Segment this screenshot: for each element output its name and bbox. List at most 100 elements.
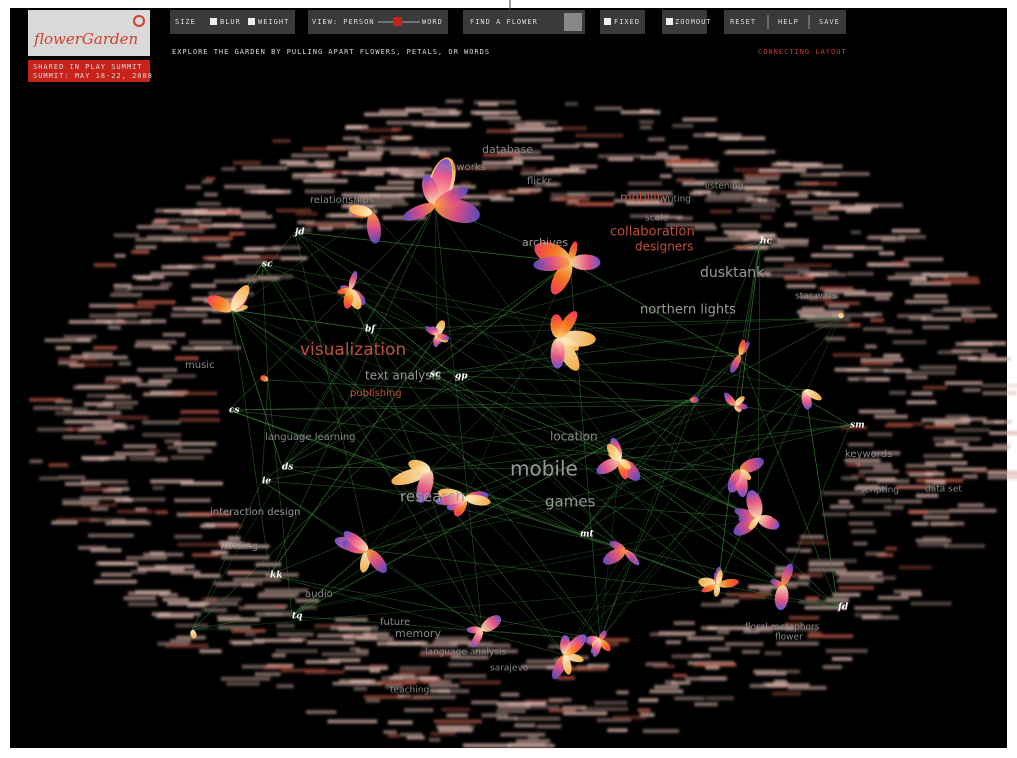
cloud-word [115,405,133,409]
word[interactable]: audio [305,589,333,600]
cloud-word [175,624,208,628]
word[interactable]: games [545,493,596,511]
cloud-word [672,124,693,128]
cloud-word [59,476,86,480]
cloud-word [448,663,472,667]
cloud-word [963,318,975,322]
word[interactable]: language learning [265,432,356,443]
cloud-word [460,680,500,684]
word[interactable]: data set [925,485,962,495]
word[interactable]: mobile [510,457,578,481]
cloud-word [544,168,580,172]
word[interactable]: dusktank [700,265,765,281]
cloud-word [94,580,137,584]
checkbox[interactable] [210,18,217,25]
cloud-word [346,125,368,129]
cloud-word [836,246,882,250]
cloud-word [828,304,849,308]
word[interactable]: archives [522,236,568,249]
word[interactable]: keywords [845,449,892,460]
cloud-word [124,596,156,600]
word[interactable]: listening [705,182,743,192]
fixed-label: FIXED [614,18,640,26]
find-button[interactable] [564,13,582,31]
cloud-word [496,716,517,720]
cloud-word [846,209,871,213]
event-line: SUMMIT: MAY 18-22, 2008 [33,72,153,80]
cloud-word [434,719,482,723]
cloud-word [141,319,166,323]
word[interactable]: location [550,430,598,444]
word[interactable]: flower [775,633,803,643]
cloud-word [255,672,281,676]
cloud-word [107,416,148,420]
cloud-word [483,116,521,120]
word[interactable]: memory [395,627,441,640]
cloud-word [406,696,431,700]
cloud-word [128,286,169,290]
cloud-word [388,734,399,738]
cloud-word [522,167,536,171]
word[interactable]: networks [440,162,486,173]
cloud-word [854,613,881,617]
word[interactable]: language analysis [425,648,507,658]
save-button[interactable]: SAVE [819,18,840,26]
cloud-word [254,639,303,643]
word[interactable]: scripting [860,486,899,496]
person-label: mt [580,530,595,540]
person-label: kk [270,571,282,581]
word[interactable]: star wars [795,292,837,302]
word[interactable]: future [380,617,410,628]
cloud-word [923,515,949,519]
cloud-word [106,521,151,525]
slider-thumb[interactable] [393,17,402,26]
word[interactable]: teaching [390,686,429,696]
cloud-word [693,133,741,137]
help-button[interactable]: HELP [778,18,799,26]
word[interactable]: floral metaphors [745,623,820,633]
cloud-word [838,500,849,504]
cloud-word [181,481,223,485]
cloud-word [355,140,382,144]
word[interactable]: visualization [300,340,406,360]
page: mobile visualization games research location… [0,0,1017,758]
checkbox[interactable] [666,18,673,25]
word[interactable]: northern lights [640,303,736,318]
cloud-word [82,503,117,507]
word[interactable]: designers [635,240,693,254]
word[interactable]: music [185,360,215,371]
cloud-word [213,223,243,227]
word[interactable]: publishing [350,388,402,399]
word[interactable]: writing [660,195,691,205]
person-label: ds [282,463,293,473]
cloud-word [179,418,220,422]
cloud-word [924,425,954,429]
cloud-word [244,247,265,251]
word[interactable]: collaboration [610,225,695,240]
word[interactable]: relationships [310,195,374,206]
checkbox[interactable] [604,18,611,25]
cloud-word [429,684,459,688]
checkbox[interactable] [248,18,255,25]
cloud-word [861,362,893,366]
cloud-word [925,480,945,484]
word[interactable]: research [400,488,465,506]
cloud-word [613,715,647,719]
word[interactable]: interaction design [210,507,300,518]
cloud-word [148,379,171,383]
cloud-word [563,711,607,715]
cloud-word [172,229,204,233]
cloud-word [562,706,586,710]
word[interactable]: scale [645,214,669,224]
cloud-word [884,369,912,373]
cloud-word [318,226,332,230]
zoom-label: ZOOMOUT [675,18,712,26]
word[interactable]: database [482,143,533,156]
word[interactable]: sarajevo [490,664,529,674]
cloud-word [925,472,944,476]
reset-button[interactable]: RESET [730,18,756,26]
cloud-word [110,293,142,297]
word[interactable]: funding [220,541,258,552]
person-label: fd [837,603,849,613]
word[interactable]: flickr [527,176,552,187]
